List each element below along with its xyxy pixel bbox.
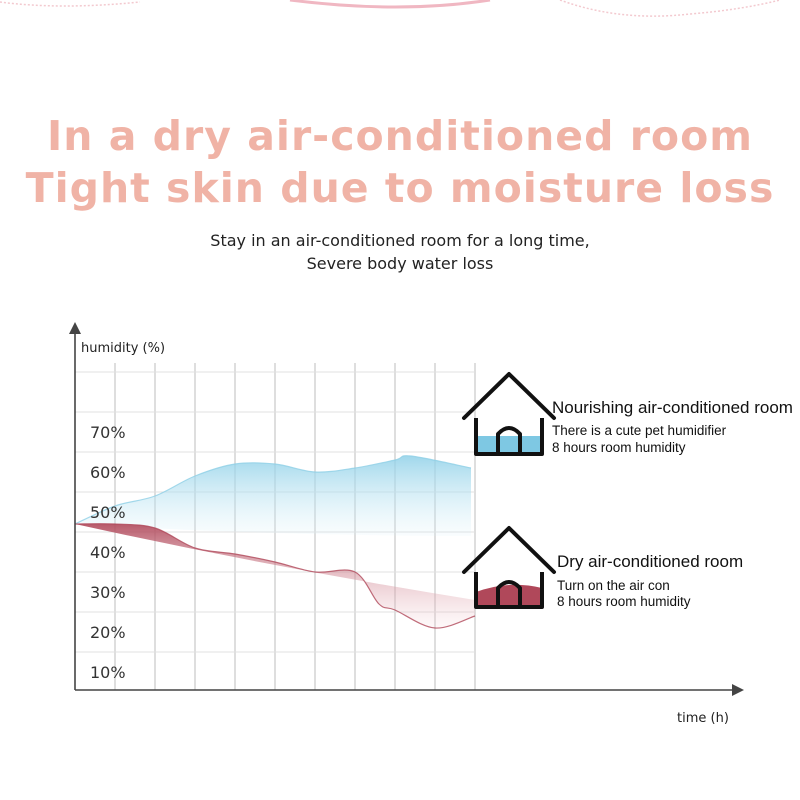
y-tick-label: 30% [90,583,126,602]
subtitle-line-1: Stay in an air-conditioned room for a lo… [210,231,590,250]
y-tick-label: 10% [90,663,126,682]
legend-nourishing: Nourishing air-conditioned room There is… [462,372,793,456]
y-tick-label: 50% [90,503,126,522]
series-line [74,523,476,629]
series-area [75,523,475,629]
top-decoration [0,0,781,17]
y-tick-label: 20% [90,623,126,642]
series-line [74,455,472,525]
axes [69,322,744,696]
subtitle-line-2: Severe body water loss [306,254,494,273]
y-tick-label: 40% [90,543,126,562]
series-area [75,455,471,536]
y-tick-labels: 10% 20% 30% 40% 50% 60% 70% [90,423,126,682]
headline-line-2: Tight skin due to moisture loss [25,164,775,212]
legend-dry-line1: Turn on the air con [557,578,670,593]
house-icon [462,526,556,609]
headline-line-1: In a dry air-conditioned room [47,112,753,160]
y-axis-label: humidity (%) [81,341,165,356]
legend-dry-title: Dry air-conditioned room [557,552,743,571]
y-tick-label: 70% [90,423,126,442]
y-tick-label: 60% [90,463,126,482]
legend-dry-line2: 8 hours room humidity [557,594,691,609]
legend-dry: Dry air-conditioned room Turn on the air… [462,526,743,609]
house-icon [462,372,556,456]
x-axis-arrow [732,684,744,696]
legend-nourishing-line1: There is a cute pet humidifier [552,423,727,438]
house-water-fill [476,584,542,607]
y-axis-arrow [69,322,81,334]
x-axis-label: time (h) [677,711,729,726]
legend-nourishing-title: Nourishing air-conditioned room [552,398,793,417]
series-areas [74,455,476,629]
house-water-fill [476,436,542,454]
legend-nourishing-line2: 8 hours room humidity [552,440,686,455]
